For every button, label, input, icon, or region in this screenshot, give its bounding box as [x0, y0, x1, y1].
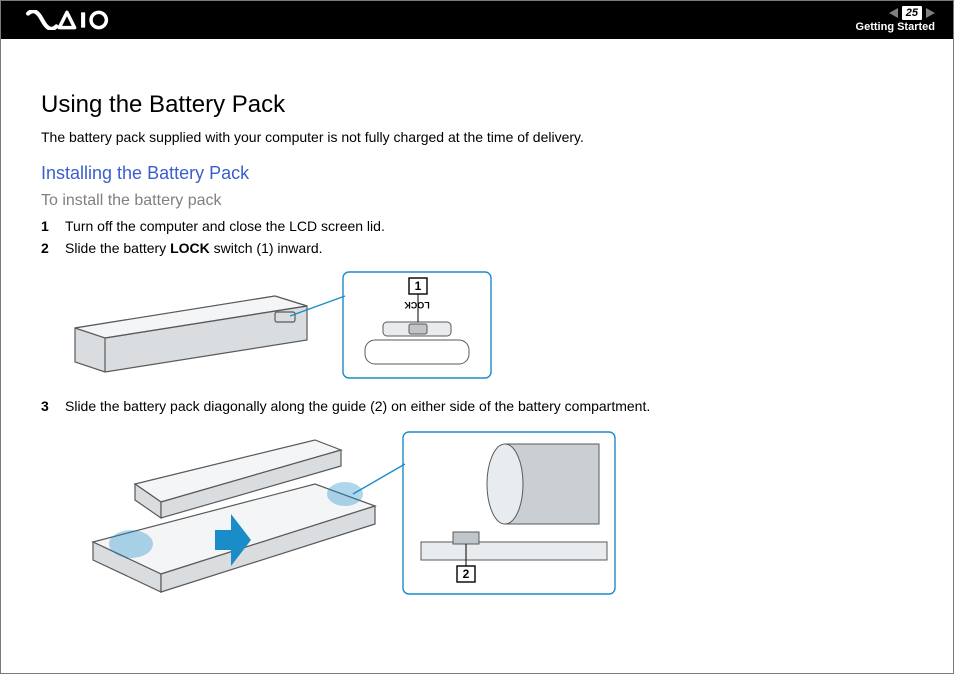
prev-page-arrow-icon[interactable]: [889, 8, 898, 18]
document-page: 25 Getting Started Using the Battery Pac…: [0, 0, 954, 674]
callout-2: 2: [463, 567, 470, 581]
section-name: Getting Started: [856, 20, 935, 34]
intro-text: The battery pack supplied with your comp…: [41, 129, 913, 145]
step-1: Turn off the computer and close the LCD …: [41, 218, 913, 234]
step-3-text: Slide the battery pack diagonally along …: [65, 398, 650, 414]
step-1-text: Turn off the computer and close the LCD …: [65, 218, 385, 234]
figure-1-svg: LOCK 1: [65, 266, 495, 384]
step-2-pre: Slide the battery: [65, 240, 170, 256]
header-bar: 25 Getting Started: [1, 1, 953, 39]
header-right: 25 Getting Started: [856, 6, 935, 35]
step-3: Slide the battery pack diagonally along …: [41, 398, 913, 414]
step-2-bold: LOCK: [170, 240, 210, 256]
lock-label: LOCK: [404, 300, 430, 310]
procedure-heading: To install the battery pack: [41, 192, 913, 210]
figure-1: LOCK 1: [65, 266, 913, 384]
vaio-logo: [19, 10, 129, 30]
page-nav: 25: [856, 6, 935, 20]
page-number: 25: [902, 6, 922, 20]
step-2: Slide the battery LOCK switch (1) inward…: [41, 240, 913, 256]
section-subtitle: Installing the Battery Pack: [41, 163, 913, 184]
main-content: Using the Battery Pack The battery pack …: [41, 91, 913, 616]
figure-2-svg: 2: [65, 424, 625, 602]
step-list-2: Slide the battery pack diagonally along …: [41, 398, 913, 414]
next-page-arrow-icon[interactable]: [926, 8, 935, 18]
callout-1: 1: [415, 279, 422, 293]
step-2-post: switch (1) inward.: [210, 240, 323, 256]
figure-2: 2: [65, 424, 913, 602]
page-title: Using the Battery Pack: [41, 91, 913, 119]
step-list: Turn off the computer and close the LCD …: [41, 218, 913, 256]
